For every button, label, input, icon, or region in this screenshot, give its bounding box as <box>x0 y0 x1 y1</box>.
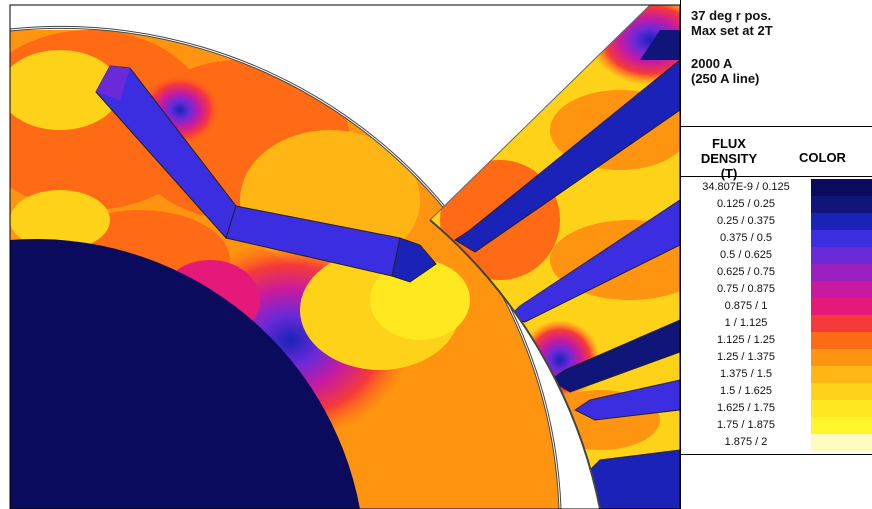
legend-color-swatch <box>811 196 872 213</box>
legend-header-color: COLOR <box>799 150 846 165</box>
legend-bottom-rule <box>681 454 872 455</box>
plot-frame <box>9 4 680 509</box>
legend-color-swatch <box>811 434 872 451</box>
rotor-airgap-line <box>9 26 561 509</box>
legend-color-swatch <box>811 281 872 298</box>
note-max-setting: Max set at 2T <box>691 23 773 38</box>
legend-range-label: 0.125 / 0.25 <box>716 198 776 210</box>
legend-panel: 37 deg r pos. Max set at 2T 2000 A (250 … <box>680 0 872 509</box>
legend-range-label: 1.875 / 2 <box>724 436 768 448</box>
stator-bore-outline <box>429 219 601 509</box>
legend-color-swatch <box>811 383 872 400</box>
note-line-current: (250 A line) <box>691 71 760 86</box>
legend-range-label: 1.125 / 1.25 <box>716 334 776 346</box>
legend-range-label: 1.625 / 1.75 <box>716 402 776 414</box>
legend-range-label: 0.625 / 0.75 <box>716 266 776 278</box>
legend-range-label: 1.75 / 1.875 <box>716 419 776 431</box>
legend-header-label: FLUX DENSITY <box>700 136 758 166</box>
legend-range-label: 0.875 / 1 <box>724 300 768 312</box>
legend-range-label: 1.5 / 1.625 <box>720 385 772 397</box>
legend-color-swatch <box>811 315 872 332</box>
legend-range-label: 1.375 / 1.5 <box>720 368 772 380</box>
legend-color-swatch <box>811 400 872 417</box>
legend-range-label: 0.5 / 0.625 <box>720 249 772 261</box>
legend-color-swatch <box>811 298 872 315</box>
legend-header-flux: FLUX DENSITY (T) <box>685 136 773 181</box>
legend-color-swatch <box>811 179 872 196</box>
legend-color-swatch <box>811 366 872 383</box>
legend-range-label: 1 / 1.125 <box>724 317 768 329</box>
stator-boundary-line <box>429 4 651 221</box>
legend-range-label: 34.807E-9 / 0.125 <box>702 181 790 193</box>
rotor-magnet-slot <box>95 65 437 283</box>
legend-header-unit: (T) <box>720 166 738 181</box>
legend-top-rule <box>681 126 872 127</box>
note-current: 2000 A <box>691 56 733 71</box>
legend-color-swatch <box>811 213 872 230</box>
flux-density-plot <box>9 4 680 509</box>
legend-color-swatch <box>811 349 872 366</box>
legend-header-rule <box>681 176 872 177</box>
legend-range-label: 0.75 / 0.875 <box>716 283 776 295</box>
legend-range-label: 1.25 / 1.375 <box>716 351 776 363</box>
legend-color-swatch <box>811 247 872 264</box>
legend-range-label: 0.25 / 0.375 <box>716 215 776 227</box>
legend-color-swatch <box>811 417 872 434</box>
legend-color-swatch <box>811 264 872 281</box>
legend-color-swatch <box>811 230 872 247</box>
legend-range-label: 0.375 / 0.5 <box>720 232 772 244</box>
legend-color-swatch <box>811 332 872 349</box>
note-rotor-position: 37 deg r pos. <box>691 8 772 23</box>
